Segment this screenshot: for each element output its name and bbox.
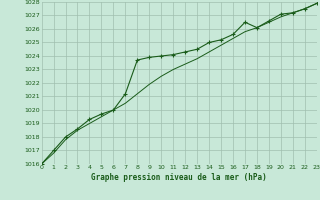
X-axis label: Graphe pression niveau de la mer (hPa): Graphe pression niveau de la mer (hPa)	[91, 173, 267, 182]
